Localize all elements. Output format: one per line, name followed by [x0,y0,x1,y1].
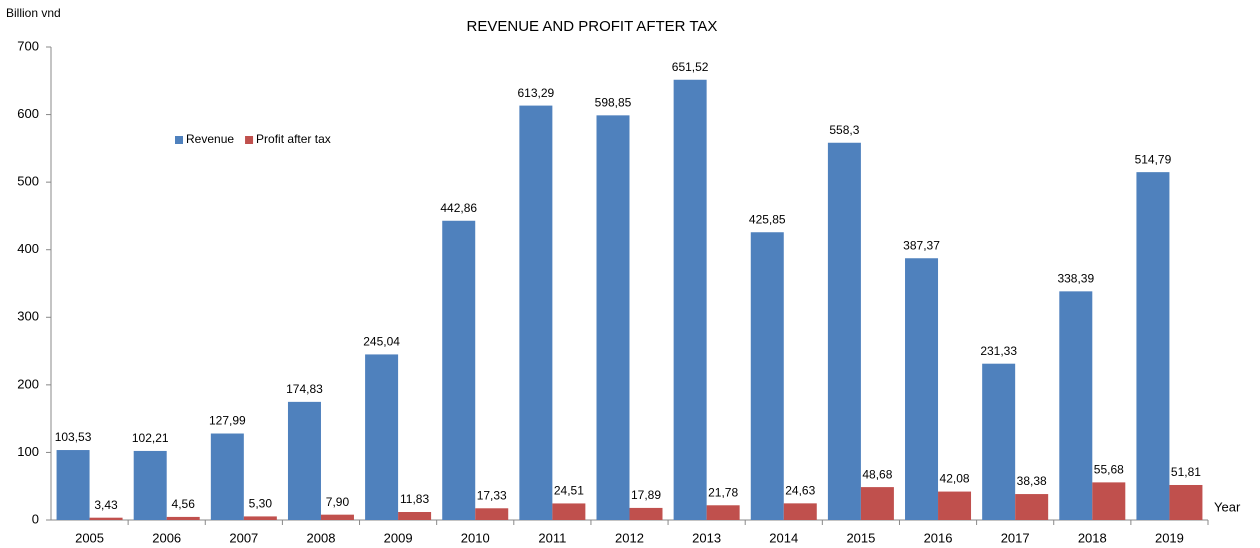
y-tick-label: 300 [17,309,39,324]
y-tick-label: 500 [17,174,39,189]
bar [287,401,321,520]
legend-label: Profit after tax [256,132,331,146]
value-label: 5,30 [249,497,273,511]
bar [442,220,476,520]
y-tick-label: 200 [17,376,39,391]
value-label: 51,81 [1171,465,1201,479]
value-label: 21,78 [708,485,738,499]
value-label: 598,85 [595,96,632,110]
x-tick-label: 2014 [769,530,798,545]
value-label: 48,68 [862,467,892,481]
x-tick-label: 2019 [1155,530,1184,545]
bar [1015,494,1049,520]
y-tick-label: 600 [17,106,39,121]
x-tick-label: 2018 [1078,530,1107,545]
bar [938,491,972,520]
legend-swatch [245,136,254,144]
value-label: 338,39 [1057,272,1094,286]
x-tick-label: 2007 [229,530,258,545]
value-label: 17,89 [631,488,661,502]
bar [166,516,200,520]
y-tick-label: 0 [32,511,39,526]
bar [783,503,817,520]
bar [552,503,586,520]
value-label: 651,52 [672,60,709,74]
bar [905,258,939,520]
value-label: 102,21 [132,431,169,445]
bar [398,512,432,520]
x-tick-label: 2008 [307,530,336,545]
x-tick-label: 2011 [538,530,566,545]
value-label: 55,68 [1094,463,1124,477]
x-tick-label: 2016 [924,530,953,545]
bar [629,507,663,520]
x-tick-label: 2005 [75,530,104,545]
bar [519,105,553,520]
value-label: 42,08 [940,472,970,486]
bar [860,487,894,520]
x-axis-label: Year [1214,499,1241,514]
value-label: 442,86 [440,201,477,215]
bar [243,516,277,520]
x-tick-label: 2006 [152,530,181,545]
bar [1169,484,1203,520]
value-label: 4,56 [172,497,196,511]
x-tick-label: 2015 [846,530,875,545]
bar [365,354,399,520]
bar [982,363,1016,520]
value-label: 24,51 [554,484,584,498]
bar [706,505,740,520]
value-label: 17,33 [477,488,507,502]
value-label: 613,29 [518,86,555,100]
bar [1136,172,1170,520]
legend-label: Revenue [186,132,234,146]
value-label: 24,63 [785,484,815,498]
x-tick-label: 2009 [384,530,413,545]
bar [133,450,167,520]
x-tick-label: 2010 [461,530,490,545]
y-tick-label: 100 [17,444,39,459]
bar [596,115,630,520]
value-label: 514,79 [1135,152,1172,166]
legend-swatch [175,136,183,144]
value-label: 127,99 [209,414,246,428]
value-label: 425,85 [749,212,786,226]
bar [1092,482,1126,520]
x-tick-label: 2017 [1001,530,1030,545]
bar [750,232,784,520]
x-tick-label: 2012 [615,530,644,545]
chart-title: REVENUE AND PROFIT AFTER TAX [467,18,718,35]
y-tick-label: 400 [17,241,39,256]
y-axis-label: Billion vnd [6,6,61,20]
value-label: 245,04 [363,335,400,349]
bar [210,433,244,520]
value-label: 7,90 [326,495,350,509]
bar [1059,291,1093,520]
x-tick-label: 2013 [692,530,721,545]
value-label: 174,83 [286,382,323,396]
value-label: 38,38 [1017,474,1047,488]
value-label: 558,3 [829,123,859,137]
value-label: 103,53 [55,430,92,444]
bar [56,450,90,520]
bar [89,517,123,520]
bar [827,142,861,520]
value-label: 387,37 [903,238,940,252]
bar [475,508,509,520]
y-tick-label: 700 [17,38,39,53]
value-label: 3,43 [94,498,118,512]
value-label: 231,33 [980,344,1017,358]
value-label: 11,83 [400,492,429,506]
bar [673,79,707,520]
bar [320,514,354,520]
